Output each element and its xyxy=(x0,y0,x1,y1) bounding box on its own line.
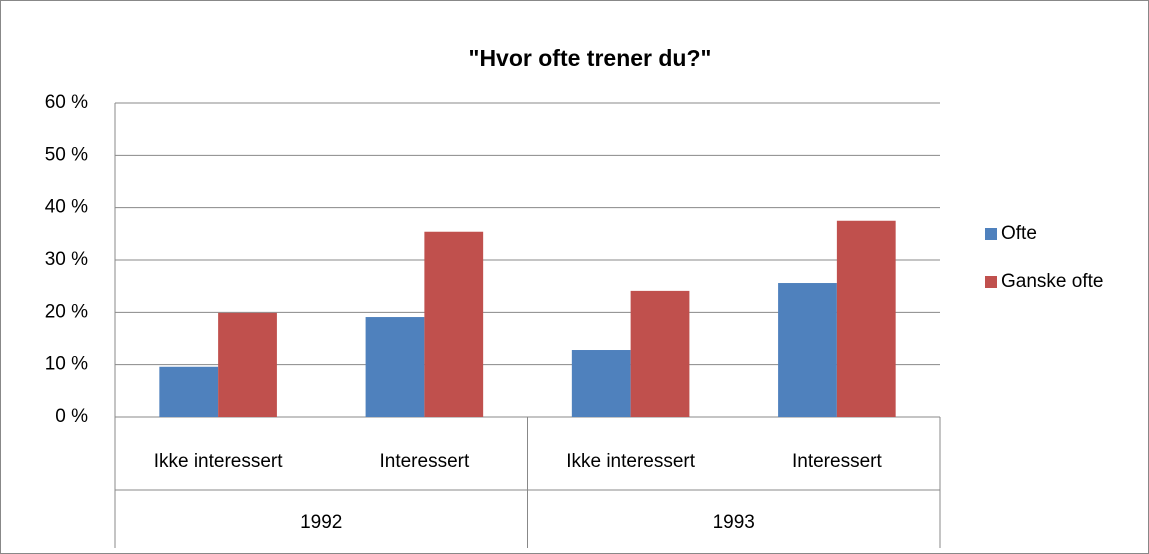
legend-label: Ofte xyxy=(1001,223,1037,244)
y-tick-label: 20 % xyxy=(45,301,88,322)
group-label: 1992 xyxy=(300,512,342,533)
bar xyxy=(630,290,690,417)
y-tick-label: 60 % xyxy=(45,92,88,113)
x-tick-label: Ikke interessert xyxy=(566,451,696,472)
bar xyxy=(159,366,219,417)
y-tick-label: 30 % xyxy=(45,249,88,270)
x-tick-label: Ikke interessert xyxy=(154,451,284,472)
y-tick-label: 10 % xyxy=(45,354,88,375)
bar xyxy=(571,350,631,417)
bar xyxy=(218,312,277,417)
bar xyxy=(365,317,425,417)
legend-swatch xyxy=(985,276,997,288)
legend-label: Ganske ofte xyxy=(1001,271,1103,292)
bar xyxy=(424,231,484,417)
chart-title: "Hvor ofte trener du?" xyxy=(469,45,712,71)
y-tick-label: 0 % xyxy=(55,406,88,427)
group-label: 1993 xyxy=(713,512,755,533)
bar xyxy=(778,283,837,417)
y-tick-label: 50 % xyxy=(45,144,88,165)
bar xyxy=(836,220,896,417)
y-tick-label: 40 % xyxy=(45,197,88,218)
x-tick-label: Interessert xyxy=(792,451,882,472)
legend-swatch xyxy=(985,228,997,240)
x-tick-label: Interessert xyxy=(379,451,469,472)
